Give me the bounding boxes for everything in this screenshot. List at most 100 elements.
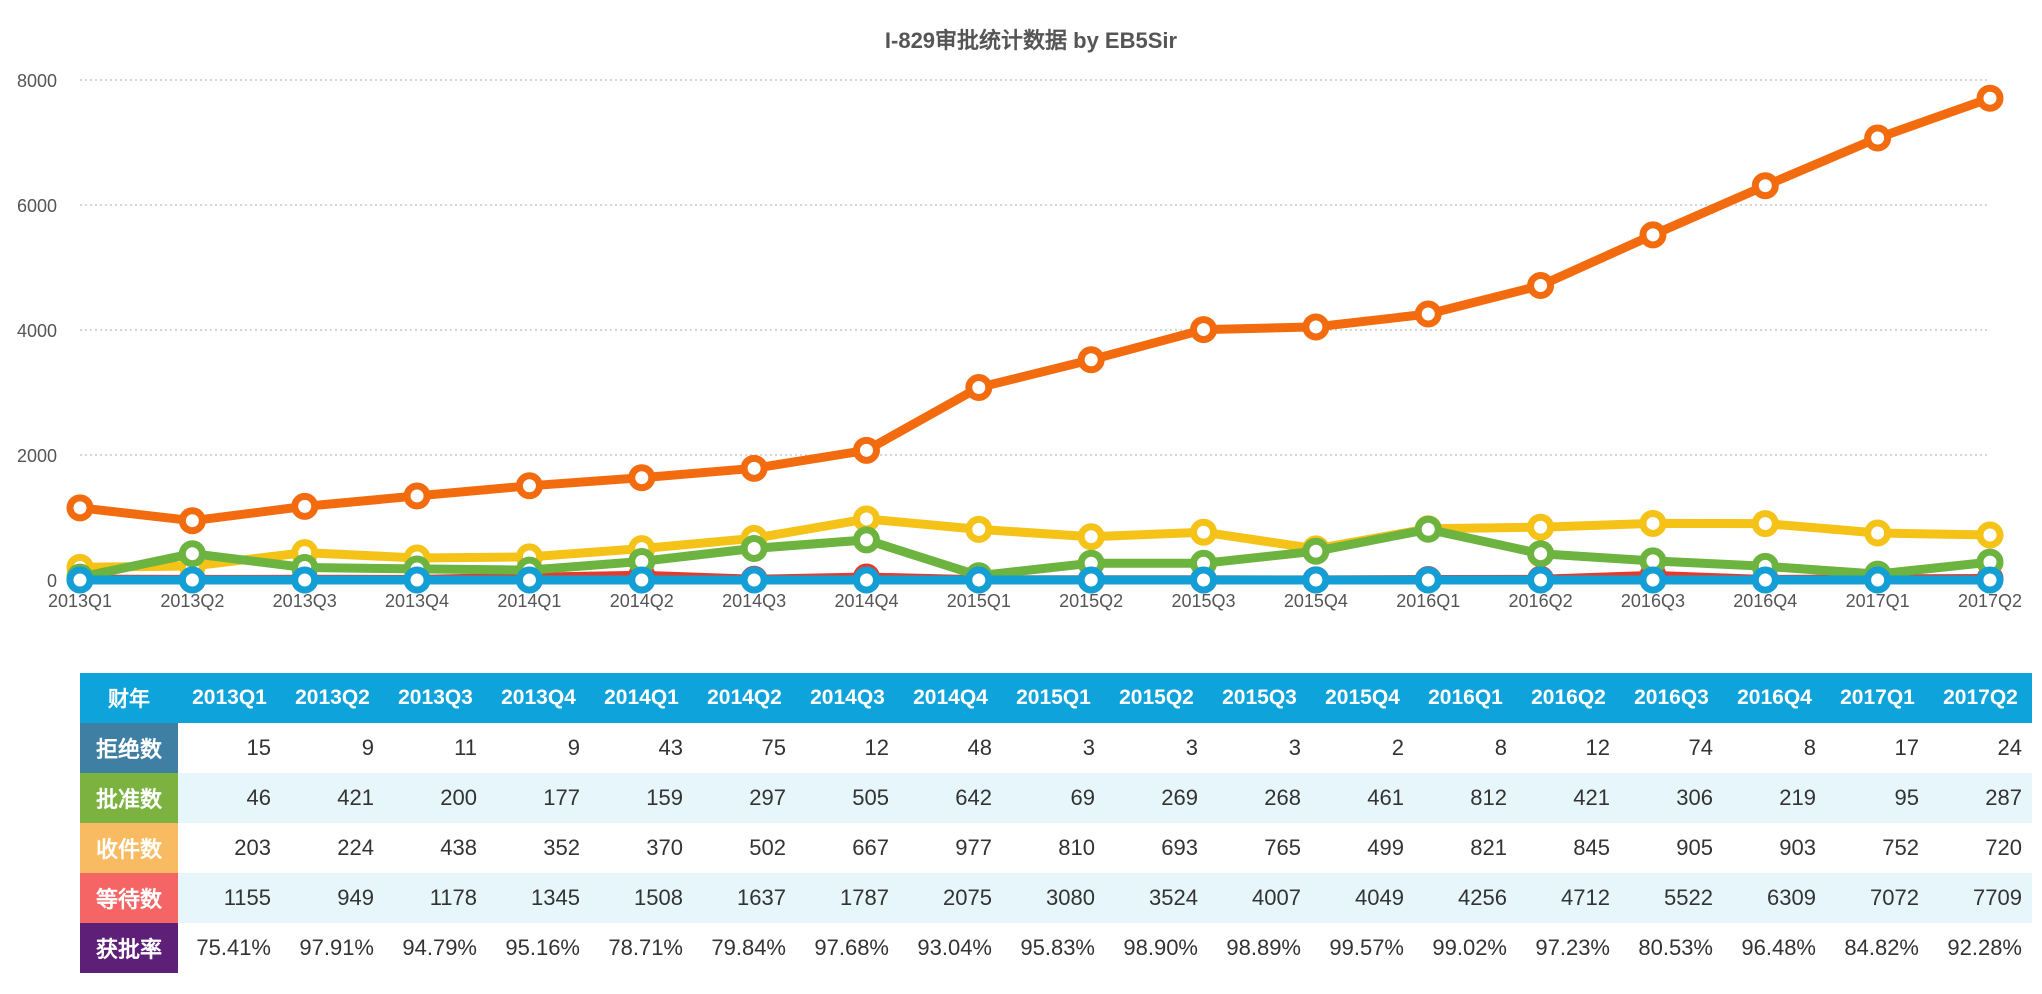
data-point [1751,566,1779,594]
data-point [852,436,880,464]
row-label: 批准数 [80,773,178,823]
table-cell: 78.71% [608,935,683,960]
table-cell: 97.91% [299,935,374,960]
table-cell: 219 [1723,773,1826,823]
table-cell: 905 [1676,835,1713,860]
table-cell: 80.53% [1638,935,1713,960]
table-cell: 812 [1414,773,1517,823]
table-cell: 8 [1494,735,1507,760]
data-point [965,566,993,594]
table-cell: 95 [1826,773,1929,823]
table-cell: 3524 [1105,873,1208,923]
table-header-row: 财年 2013Q1 2013Q2 2013Q3 2013Q4 2014Q1 2014Q2 2… [80,673,2032,723]
table-cell: 421 [281,773,384,823]
table-cell: 499 [1367,835,1404,860]
table-row: 收件数 203 224 438 352 370 502 667 977 810 693 765 499 8… [80,823,2032,873]
table-column-header: 2015Q3 [1208,673,1311,723]
x-tick-label: 2015Q1 [947,591,1011,611]
data-point [291,492,319,520]
table-cell: 421 [1517,773,1620,823]
table-cell: 461 [1311,773,1414,823]
table-column-header: 2013Q2 [281,673,384,723]
table-cell: 505 [796,773,899,823]
data-point [965,374,993,401]
table-cell: 438 [440,835,477,860]
table-cell: 667 [852,835,889,860]
table-cell: 810 [1058,835,1095,860]
table-cell: 9 [567,735,580,760]
chart-title: I-829审批统计数据 by EB5Sir [885,28,1178,53]
data-point [1077,346,1105,374]
table-column-header: 2016Q1 [1414,673,1517,723]
data-point [852,526,880,554]
table-cell: 75 [761,735,786,760]
table-column-header: 2015Q2 [1105,673,1208,723]
table-column-header: 2013Q1 [178,673,281,723]
table-cell: 4712 [1517,873,1620,923]
table-cell: 12 [1585,735,1610,760]
table-cell: 268 [1208,773,1311,823]
table-cell: 693 [1161,835,1198,860]
table-cell: 752 [1882,835,1919,860]
table-cell: 203 [234,835,271,860]
data-point [291,566,319,594]
data-point [740,454,768,482]
table-column-header: 2015Q1 [1002,673,1105,723]
data-point [1976,521,2004,549]
table-cell: 903 [1779,835,1816,860]
table-row: 拒绝数 15 9 11 9 43 75 12 48 3 3 3 2 8 12 74 8 17 24 [80,723,2032,773]
table-column-header: 2014Q3 [796,673,899,723]
x-tick-label: 2015Q4 [1284,591,1348,611]
table-column-header: 2015Q4 [1311,673,1414,723]
table-column-header: 2016Q4 [1723,673,1826,723]
table-row: 等待数 1155 949 1178 1345 1508 1637 1787 2075 3080 35… [80,873,2032,923]
data-point [1976,84,2004,112]
table-cell: 502 [749,835,786,860]
table-cell: 765 [1264,835,1301,860]
y-tick-label: 6000 [17,196,57,216]
series-5 [66,566,2004,594]
table-cell: 4007 [1208,873,1311,923]
data-point [66,494,94,522]
data-point [1639,566,1667,594]
table-cell: 1155 [178,873,281,923]
data-point [628,566,656,594]
x-tick-label: 2015Q3 [1171,591,1235,611]
table-column-header: 2013Q3 [384,673,487,723]
x-tick-label: 2014Q1 [497,591,561,611]
x-tick-label: 2013Q3 [273,591,337,611]
table-cell: 95.16% [505,935,580,960]
table-cell: 3 [1185,735,1198,760]
table-cell: 4256 [1414,873,1517,923]
table-column-header: 2016Q3 [1620,673,1723,723]
table-cell: 95.83% [1020,935,1095,960]
table-cell: 177 [487,773,590,823]
table-cell: 4049 [1311,873,1414,923]
x-tick-label: 2017Q2 [1958,591,2022,611]
data-point [1190,566,1218,594]
data-point [66,566,94,594]
chart-grid [80,79,1990,456]
data-point [1077,523,1105,551]
table-column-header: 2017Q2 [1929,673,2032,723]
x-tick-label: 2016Q1 [1396,591,1460,611]
table-cell: 949 [281,873,384,923]
x-tick-label: 2014Q4 [834,591,898,611]
line-chart: I-829审批统计数据 by EB5Sir 02000400060008000 … [17,28,2022,611]
table-row: 获批率 75.41% 97.91% 94.79% 95.16% 78.71% 79.84% 9… [80,923,2032,973]
data-point [403,482,431,510]
data-point [1077,566,1105,594]
table-cell: 269 [1105,773,1208,823]
x-tick-label: 2015Q2 [1059,591,1123,611]
data-point [403,566,431,594]
row-label: 拒绝数 [80,723,178,773]
table-cell: 1787 [796,873,899,923]
row-label: 获批率 [80,923,178,973]
table-column-header: 2014Q4 [899,673,1002,723]
table-cell: 74 [1688,735,1713,760]
table-cell: 224 [337,835,374,860]
table-cell: 99.02% [1432,935,1507,960]
data-point [1414,566,1442,594]
data-point [1976,566,2004,594]
table-cell: 642 [899,773,1002,823]
